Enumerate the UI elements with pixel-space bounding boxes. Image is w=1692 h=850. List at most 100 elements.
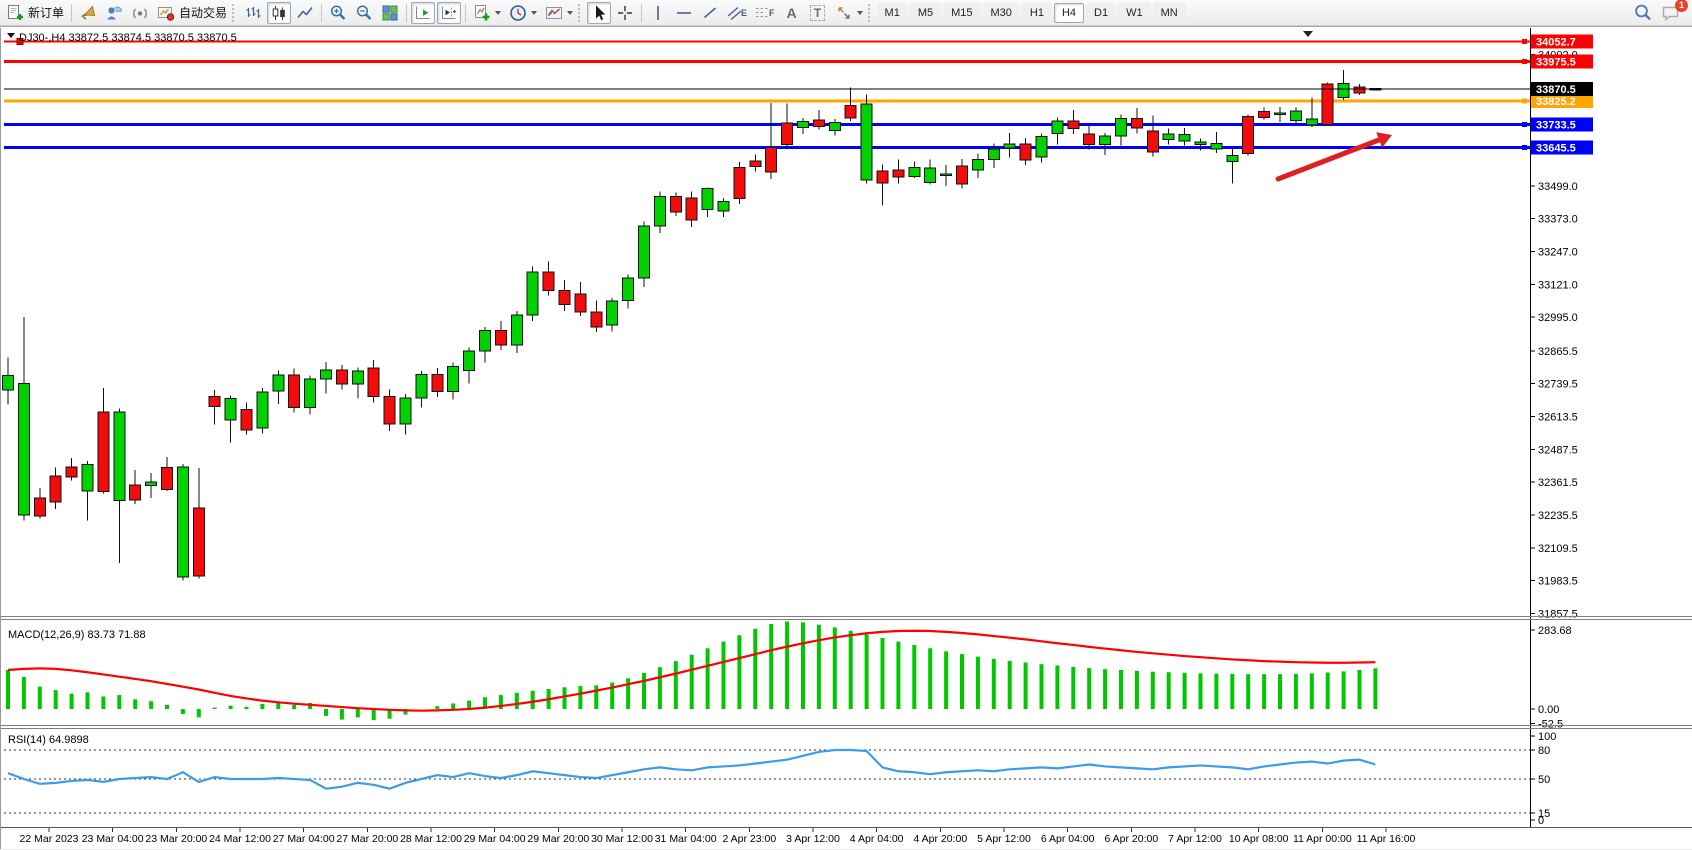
price-line-tag [1531,117,1593,132]
chart-background [0,27,1692,850]
candle [224,398,237,421]
separator [406,3,408,22]
arrow-object-head[interactable] [1376,132,1392,148]
candlestick-chart-button[interactable] [267,1,292,24]
chart-canvas[interactable]: 34002.033499.033373.033247.033121.032995… [0,27,1692,850]
crosshair-icon [616,4,634,22]
chart-shift-marker-icon[interactable] [1303,31,1313,37]
line-selection-handle[interactable] [16,38,24,46]
candle [304,378,317,409]
search-button[interactable] [1630,2,1656,24]
cursor-icon [590,4,608,22]
period-button-m15[interactable]: M15 [943,2,981,23]
candle [590,311,603,328]
candle [1194,141,1207,145]
channel-button[interactable]: E [724,2,750,24]
zoom-out-button[interactable] [352,2,376,24]
arrow-object[interactable] [1275,135,1387,182]
time-axis-label: 30 Mar 12:00 [591,833,653,845]
candle [49,475,62,503]
line-endpoint-handle[interactable] [1522,39,1527,45]
time-axis[interactable]: 22 Mar 2023 23 Mar 04:00 23 Mar 20:00 24 Ma… [20,828,1416,845]
line-endpoint-handle[interactable] [1522,145,1527,151]
price-axis-tick-label: 32865.5 [1538,346,1578,358]
tile-windows-button[interactable] [378,2,402,24]
period-button-m30[interactable]: M30 [982,2,1020,23]
price-axis[interactable]: 34002.033499.033373.033247.033121.032995… [1530,28,1594,827]
period-button-m1[interactable]: M1 [876,2,908,23]
candle [1178,133,1191,142]
candle [272,374,285,392]
text-tool-glyph: A [786,4,797,21]
chart-shift-button[interactable] [437,1,462,24]
price-line-tag [1531,140,1593,155]
bar-chart-button[interactable] [241,2,265,24]
candlestick-icon [270,4,288,22]
candle [653,195,666,227]
time-axis-label: 4 Apr 20:00 [913,833,967,845]
clock-icon [509,4,527,22]
chart-shift-icon [440,4,458,22]
candle [208,396,221,407]
label-tool-glyph: T [809,4,826,21]
periods-dropdown-button[interactable] [506,2,540,24]
current-price-tag [1531,82,1593,96]
overlay-layer: DJ30-,H4 33872.5 33874.5 33870.5 33870.5 [0,28,1692,850]
line-chart-button[interactable] [293,2,317,24]
candle [1242,115,1255,155]
templates-button[interactable] [542,2,576,24]
period-button-h1[interactable]: H1 [1021,2,1052,23]
candle [1003,143,1016,149]
candle [892,169,905,178]
candle [1067,120,1080,130]
period-button-h4[interactable]: H4 [1053,2,1085,23]
zoom-in-icon [329,4,347,22]
tile-windows-icon [381,4,399,22]
notification-badge: 1 [1675,0,1688,12]
broadcast-button[interactable] [128,2,152,24]
time-axis-label: 6 Apr 20:00 [1104,833,1158,845]
arrows-button[interactable] [832,2,866,24]
price-axis-tick-label: 33499.0 [1538,181,1578,193]
horizontal-line-button[interactable] [672,2,696,24]
period-button-m5[interactable]: M5 [909,2,942,23]
candle [192,507,205,577]
period-button-mn[interactable]: MN [1152,2,1186,23]
line-endpoint-handle[interactable] [1522,59,1527,65]
zoom-in-button[interactable] [326,2,350,24]
crosshair-button[interactable] [613,2,637,24]
dropdown-caret [567,10,574,15]
period-button-d1[interactable]: D1 [1086,2,1117,23]
indicators-button[interactable] [470,2,504,24]
time-axis-label: 29 Mar 20:00 [527,833,589,845]
candle [558,289,571,305]
candle [1289,110,1302,122]
vertical-line-button[interactable] [646,2,670,24]
line-endpoint-handle[interactable] [1522,122,1527,128]
notifications-button[interactable]: 1 [1658,0,1688,24]
time-axis-label: 4 Apr 04:00 [850,833,904,845]
cursor-button[interactable] [587,1,612,24]
fibonacci-button[interactable]: F [752,2,778,24]
new-order-icon [6,4,24,22]
period-button-w1[interactable]: W1 [1118,2,1151,23]
label-button[interactable]: T [806,2,830,24]
candle [1051,120,1064,134]
separator [321,3,323,22]
auto-scroll-button[interactable] [411,1,436,24]
sound-button[interactable] [76,2,100,24]
chart-title: DJ30-,H4 33872.5 33874.5 33870.5 33870.5 [19,32,237,44]
candle [161,466,173,490]
horn-icon [79,4,97,22]
new-order-button[interactable]: 新订单 [3,2,67,24]
community-button[interactable] [102,2,126,24]
trendline-button[interactable] [698,2,722,24]
line-endpoint-handle[interactable] [1522,98,1527,104]
arrows-icon [835,4,853,22]
symbol-dropdown-icon[interactable] [7,33,15,38]
candle [1019,143,1032,161]
auto-trading-button[interactable]: 自动交易 [154,2,230,24]
price-line-tag-label: 33975.5 [1536,57,1576,69]
text-button[interactable]: A [780,2,804,24]
